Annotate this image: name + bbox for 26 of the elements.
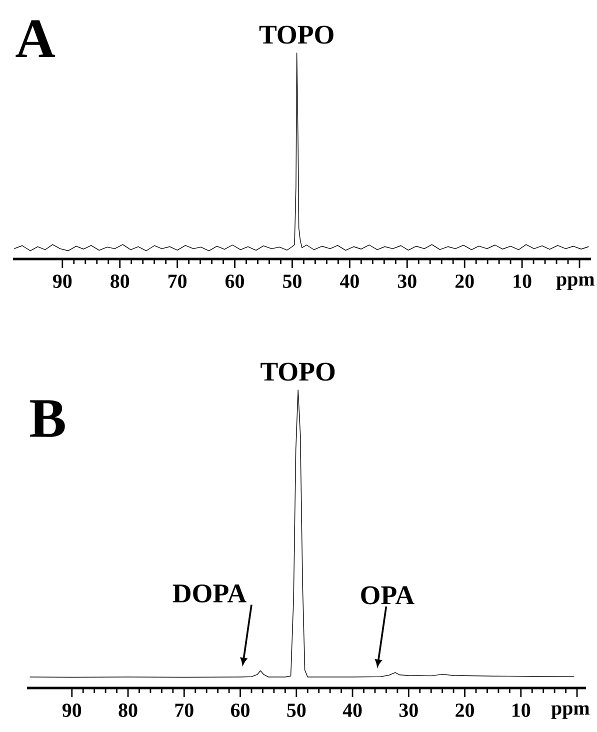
x-tick-label: 90: [52, 274, 72, 288]
annotation: DOPA: [172, 584, 246, 603]
annotation: TOPO: [260, 362, 335, 381]
x-tick-label: 40: [342, 704, 362, 717]
x-tick-label: 40: [340, 274, 359, 288]
x-tick-label: 30: [399, 704, 418, 717]
x-tick-label: 70: [175, 704, 194, 717]
annotation: TOPO: [259, 26, 334, 44]
x-axis-title: ppm: [556, 276, 594, 290]
x-tick-label: 60: [225, 274, 244, 288]
x-tick-label: 90: [62, 704, 82, 717]
x-tick-label: 50: [287, 704, 306, 717]
x-tick-label: 60: [230, 704, 250, 717]
chart-title: B: [30, 400, 65, 437]
x-axis-title: ppm: [551, 705, 590, 719]
chart-title: A: [16, 20, 56, 58]
x-tick-label: 30: [398, 274, 416, 288]
x-tick-label: 80: [110, 274, 130, 288]
x-tick-label: 20: [455, 274, 474, 288]
x-tick-label: 10: [514, 274, 532, 288]
x-tick-label: 20: [456, 704, 474, 717]
x-tick-label: 10: [512, 704, 530, 717]
x-tick-label: 50: [283, 274, 302, 288]
x-tick-label: 70: [168, 274, 187, 288]
x-tick-label: 80: [118, 704, 138, 717]
annotation: OPA: [361, 586, 414, 604]
